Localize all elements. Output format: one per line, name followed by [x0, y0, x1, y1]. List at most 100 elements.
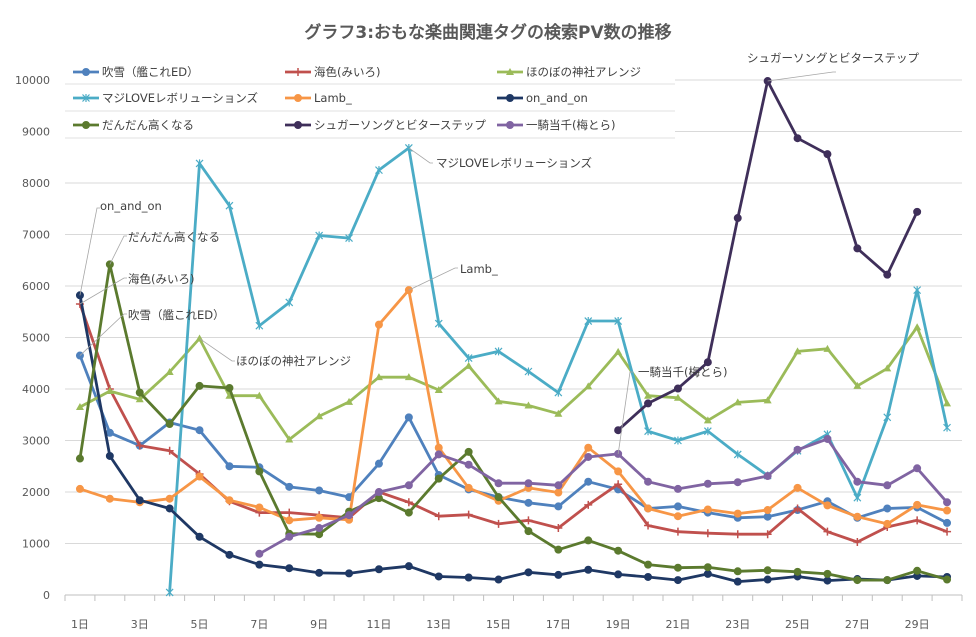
x-tick-label: 29日: [905, 618, 930, 631]
data-point: [673, 484, 682, 493]
data-point: [195, 426, 204, 435]
data-point: [255, 467, 264, 476]
data-point: [913, 464, 922, 473]
legend-item: 一騎当千(梅とら): [497, 118, 615, 132]
annotation-leader: [109, 235, 127, 265]
data-point: [82, 121, 90, 129]
data-point: [285, 482, 294, 491]
data-point: [554, 545, 563, 554]
data-point: [464, 447, 473, 456]
data-point: [374, 320, 383, 329]
annotation-label: マジLOVEレボリューションズ: [436, 156, 592, 170]
data-point: [135, 441, 144, 450]
data-point: [883, 413, 892, 422]
data-point: [554, 488, 563, 497]
data-point: [524, 516, 533, 525]
data-point: [315, 486, 324, 495]
data-point: [883, 364, 892, 372]
data-point: [644, 477, 653, 486]
data-point: [673, 512, 682, 521]
data-point: [285, 435, 294, 443]
annotation-label: ほのぼの神社アレンジ: [236, 354, 351, 368]
data-point: [823, 527, 832, 536]
data-point: [285, 508, 294, 517]
data-point: [374, 488, 383, 496]
data-point: [673, 384, 682, 393]
data-point: [644, 504, 653, 513]
annotation-label: on_and_on: [100, 199, 162, 213]
data-point: [763, 512, 772, 521]
annotation-leader: [79, 207, 100, 296]
data-point: [285, 564, 294, 573]
x-tick-label: 9日: [310, 618, 328, 631]
legend-label: シュガーソングとビターステップ: [314, 118, 486, 132]
data-point: [793, 483, 802, 492]
data-point: [584, 317, 593, 326]
legend-item: 吹雪（艦これED）: [73, 65, 199, 79]
y-axis: 0 1000 2000 3000 4000 5000 6000 7000 8000 9000 100…: [15, 74, 50, 602]
data-point: [644, 521, 653, 530]
data-point: [644, 427, 652, 436]
legend-label: 吹雪（艦これED）: [102, 65, 199, 79]
data-point: [853, 576, 862, 585]
data-point: [165, 588, 174, 597]
data-point: [733, 398, 742, 406]
data-point: [225, 383, 234, 392]
data-point: [554, 570, 563, 579]
x-tick-label: 25日: [785, 618, 810, 631]
data-point: [165, 420, 174, 429]
annotation-label: 海色(みいろ): [128, 272, 194, 286]
series-path: [78, 263, 948, 582]
data-point: [913, 207, 922, 216]
data-point: [434, 512, 443, 521]
data-point: [943, 506, 952, 515]
data-point: [763, 575, 772, 584]
data-point: [524, 568, 533, 577]
y-tick-label: 8000: [22, 177, 50, 190]
legend-label: 一騎当千(梅とら): [526, 118, 615, 132]
x-tick-label: 13日: [426, 618, 451, 631]
legend-item: マジLOVEレボリューションズ: [73, 91, 258, 105]
annotation-label: Lamb_: [460, 262, 498, 276]
data-point: [494, 575, 503, 584]
data-point: [644, 391, 653, 399]
data-point: [345, 397, 354, 405]
data-point: [584, 477, 593, 486]
data-point: [614, 347, 623, 355]
data-point: [345, 511, 354, 520]
data-point: [315, 231, 324, 240]
data-point: [75, 403, 84, 411]
data-point: [674, 436, 682, 445]
data-point: [434, 386, 443, 394]
data-point: [294, 94, 302, 102]
y-tick-label: 6000: [22, 280, 50, 293]
data-point: [793, 567, 802, 576]
data-point: [404, 481, 413, 490]
x-tick-label: 21日: [665, 618, 690, 631]
data-point: [823, 569, 832, 578]
data-point: [494, 493, 503, 502]
data-point: [374, 459, 383, 468]
data-point: [943, 498, 952, 507]
legend-item: ほのぼの神社アレンジ: [497, 65, 641, 79]
data-point: [883, 519, 892, 528]
data-point: [315, 412, 324, 420]
data-point: [793, 134, 802, 143]
legend-label: ほのぼの神社アレンジ: [526, 65, 641, 79]
x-tick-label: 5日: [191, 618, 209, 631]
series-path: [258, 437, 949, 556]
annotation-leader: [408, 147, 433, 164]
data-point: [195, 159, 204, 168]
annotations: on_and_onだんだん高くなる海色(みいろ)吹雪（艦これED）ほのぼの神社ア…: [79, 51, 919, 454]
data-point: [823, 576, 832, 585]
data-point: [464, 354, 473, 363]
data-point: [703, 479, 712, 488]
data-point: [524, 401, 533, 409]
data-point: [404, 413, 413, 422]
data-point: [294, 68, 302, 76]
legend-item: 海色(みいろ): [285, 65, 380, 79]
data-point: [315, 568, 324, 577]
data-point: [404, 508, 413, 517]
annotation-leader: [617, 371, 633, 454]
